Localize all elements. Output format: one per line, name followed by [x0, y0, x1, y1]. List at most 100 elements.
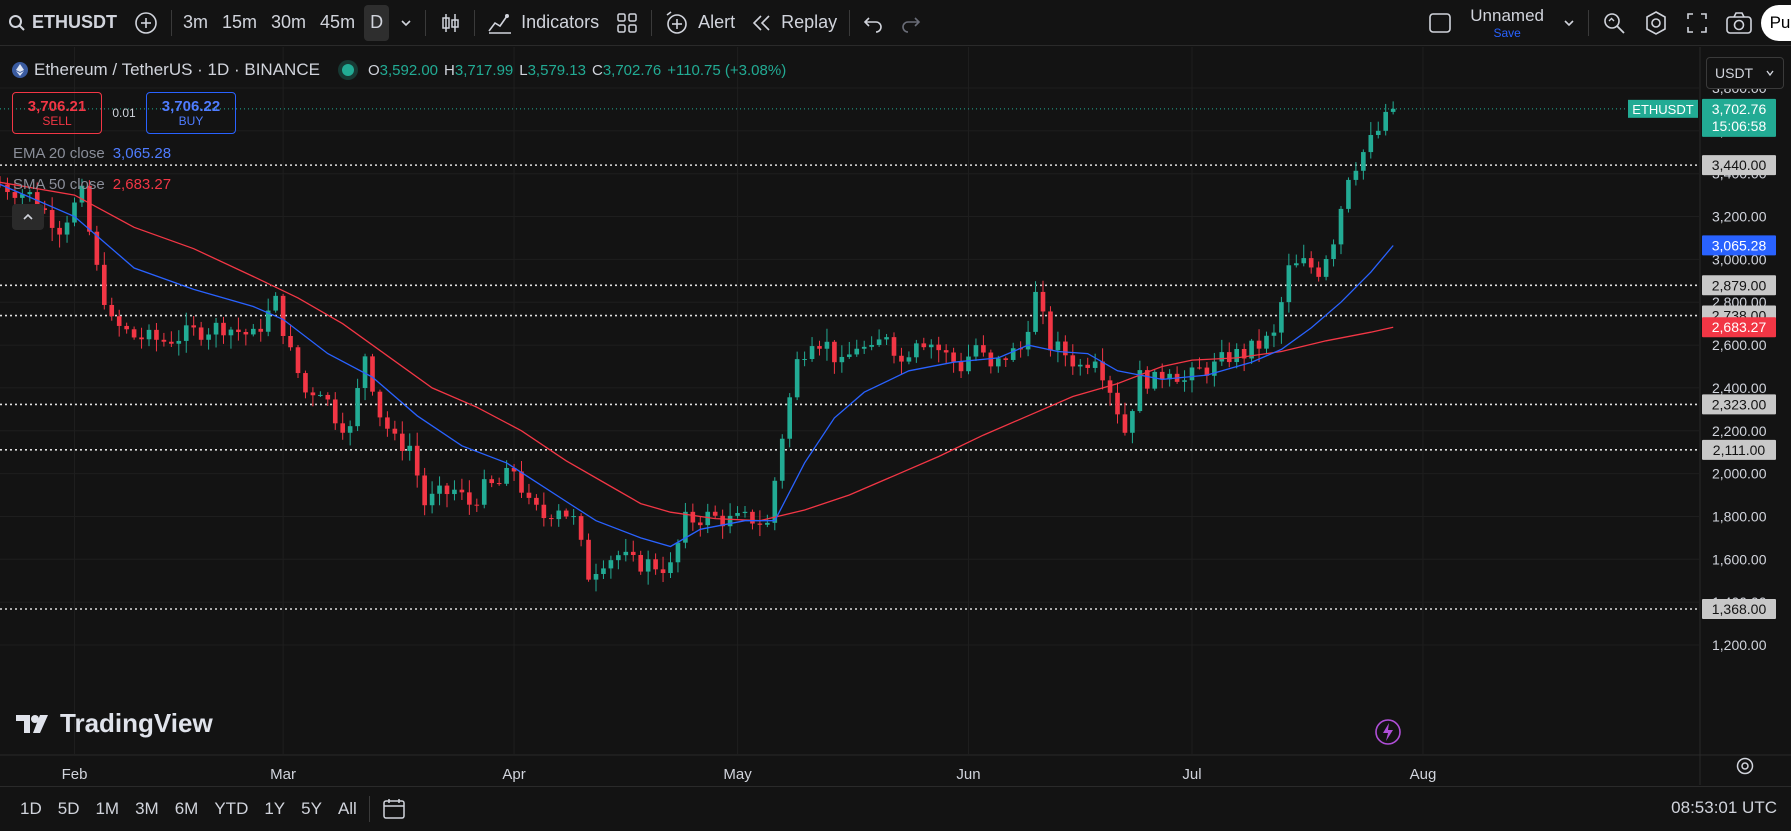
candle-body [1115, 392, 1120, 415]
currency-select[interactable]: USDT [1706, 57, 1784, 89]
candle-body [1070, 355, 1076, 367]
candle-body [1010, 348, 1016, 360]
chart-type-button[interactable] [430, 0, 470, 46]
candle-body [1293, 263, 1299, 266]
candle-body [1353, 170, 1359, 180]
candle-body [556, 510, 562, 520]
candle-body [1308, 258, 1314, 268]
alert-button[interactable]: Alert [656, 0, 743, 46]
quick-search-button[interactable] [1593, 0, 1635, 46]
utc-clock[interactable]: 08:53:01 UTC [1671, 798, 1777, 817]
candle-body [161, 339, 167, 342]
buy-button[interactable]: 3,706.22 BUY [146, 92, 236, 134]
range-ytd[interactable]: YTD [214, 799, 249, 818]
candle-body [1346, 179, 1351, 209]
sma-legend[interactable]: SMA 50 close 2,683.27 [13, 176, 171, 193]
indicators-label: Indicators [521, 12, 600, 32]
candle-body [1085, 364, 1091, 368]
ema-price-label: 3,065.28 [1712, 237, 1767, 253]
snapshot-button[interactable] [1717, 0, 1761, 46]
x-tick-label: Aug [1410, 766, 1437, 783]
publish-button[interactable]: Pu [1761, 5, 1791, 41]
candle-body [459, 489, 465, 493]
x-tick-label: May [723, 766, 752, 783]
candle-body [318, 394, 323, 396]
price-chart[interactable]: 3,800.003,600.003,400.003,200.003,000.00… [0, 47, 1791, 785]
tradingview-logo-icon [16, 714, 48, 733]
candle-body [623, 551, 629, 556]
candle-body [1279, 302, 1284, 333]
horizontal-line-label: 3,440.00 [1712, 157, 1767, 173]
candle-body [1316, 267, 1321, 277]
candle-body [109, 304, 115, 317]
layout-checkbox[interactable] [1420, 0, 1460, 46]
timeframe-45m[interactable]: 45m [320, 12, 356, 32]
candle-body [1189, 367, 1195, 381]
candle-body [660, 569, 666, 574]
collapse-legend-button[interactable] [12, 204, 44, 230]
candle-body [1130, 411, 1135, 433]
fullscreen-icon [1687, 13, 1707, 33]
ema-legend[interactable]: EMA 20 close 3,065.28 [13, 145, 171, 162]
camera-icon [1726, 12, 1752, 34]
range-1y[interactable]: 1Y [264, 799, 286, 818]
fullscreen-button[interactable] [1677, 0, 1717, 46]
layout-dropdown[interactable] [1554, 0, 1584, 46]
candle-body [638, 554, 644, 572]
candle-body [1197, 367, 1202, 369]
templates-button[interactable] [607, 0, 647, 46]
candle-body [258, 328, 264, 332]
timeframe-active[interactable]: D [364, 4, 390, 41]
symbol-search-button[interactable]: ETHUSDT [0, 0, 125, 46]
axis-settings-icon[interactable] [1735, 756, 1755, 776]
candle-body [1040, 291, 1046, 312]
timeframe-3m[interactable]: 3m [183, 12, 209, 32]
divider [171, 9, 172, 36]
timeframe-15m[interactable]: 15m [222, 12, 258, 32]
timeframe-30m[interactable]: 30m [271, 12, 307, 32]
candle-body [1167, 373, 1172, 380]
plus-circle-icon [135, 11, 157, 34]
gear-icon [1646, 11, 1666, 35]
candle-body [1375, 130, 1381, 135]
sma-50-line [0, 181, 1394, 522]
candle-body [712, 511, 718, 516]
range-5d[interactable]: 5D [57, 799, 80, 818]
change-value: +110.75 (+3.08%) [667, 61, 787, 79]
candle-body [183, 325, 189, 341]
range-1m[interactable]: 1M [95, 799, 120, 818]
compare-button[interactable] [125, 0, 167, 46]
candle-body [12, 192, 18, 198]
timeframe-dropdown[interactable] [391, 0, 421, 46]
high-value: 3,717.99 [454, 61, 514, 79]
range-5y[interactable]: 5Y [301, 799, 322, 818]
layout-name-button[interactable]: Unnamed Save [1460, 0, 1554, 46]
buy-price: 3,706.22 [161, 97, 221, 115]
goto-date-button[interactable] [374, 798, 414, 820]
indicators-button[interactable]: Indicators [479, 0, 607, 46]
candle-body [1137, 370, 1143, 412]
settings-button[interactable] [1635, 0, 1677, 46]
range-6m[interactable]: 6M [174, 799, 199, 818]
y-tick-label: 3,200.00 [1712, 209, 1767, 225]
sell-button[interactable]: 3,706.21 SELL [12, 92, 102, 134]
candle-body [951, 352, 956, 362]
undo-button[interactable] [854, 0, 892, 46]
candle-body [571, 516, 576, 518]
horizontal-line-tag [1702, 275, 1776, 296]
candle-body [869, 344, 874, 347]
lightning-icon[interactable] [1374, 718, 1402, 746]
candle-body [690, 511, 696, 523]
candle-body [385, 417, 390, 429]
replay-button[interactable]: Replay [743, 0, 845, 46]
candle-body [608, 560, 614, 569]
y-tick-label: 2,400.00 [1712, 380, 1767, 396]
candle-body [891, 337, 897, 356]
candle-body [675, 542, 681, 563]
top-right-tools: Unnamed Save Pu [1420, 0, 1791, 46]
redo-button[interactable] [892, 0, 930, 46]
range-all[interactable]: All [337, 799, 357, 818]
candle-body [347, 426, 353, 433]
range-1d[interactable]: 1D [20, 799, 42, 818]
range-3m[interactable]: 3M [135, 799, 159, 818]
